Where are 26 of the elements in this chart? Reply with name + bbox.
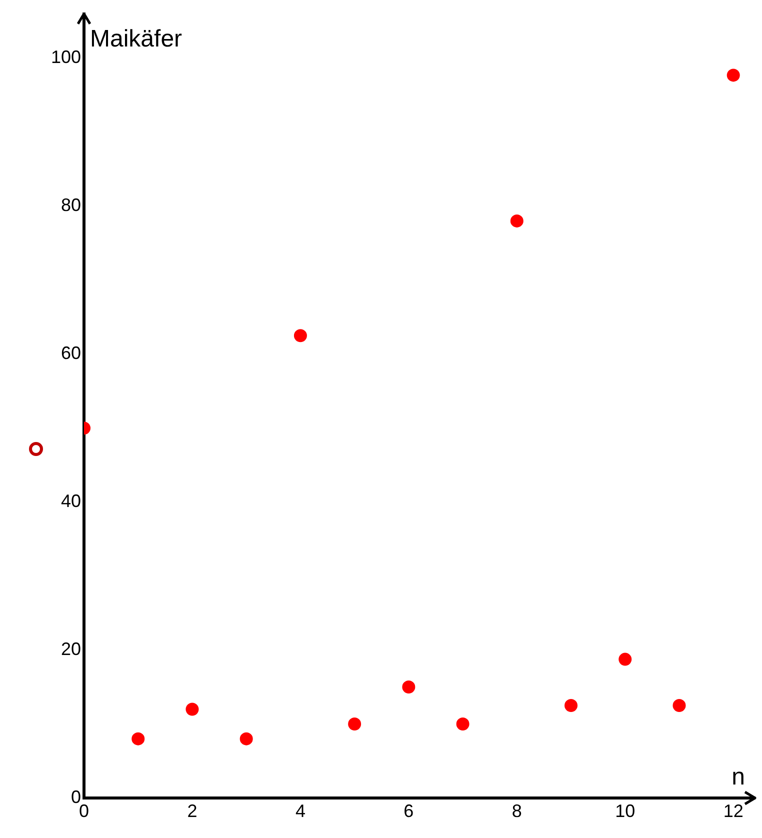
point	[456, 718, 470, 731]
y-tick-label: 40	[60, 491, 81, 512]
x-tick-label: 12	[723, 800, 744, 821]
y-axis-title: Maikäfer	[90, 25, 182, 52]
x-tick-label: 4	[295, 800, 306, 821]
point	[510, 214, 524, 228]
point	[240, 732, 253, 746]
point	[402, 680, 416, 694]
point	[186, 702, 199, 716]
y-tick-label: 60	[60, 343, 81, 364]
point	[294, 329, 307, 342]
point	[132, 732, 145, 746]
point	[618, 652, 632, 666]
y-tick-label: 0	[70, 786, 81, 807]
x-tick-label: 6	[404, 800, 414, 821]
point	[672, 699, 686, 712]
x-tick-label: 8	[512, 800, 522, 821]
y-tick-label: 80	[60, 195, 81, 216]
y-tick-label: 20	[60, 639, 81, 660]
x-axis-title: n	[732, 764, 745, 791]
point	[564, 699, 578, 712]
x-tick-label: 2	[187, 800, 198, 821]
point	[348, 718, 362, 731]
x-tick-label: 10	[615, 800, 636, 821]
point	[726, 68, 740, 82]
y-tick-label: 100	[50, 47, 81, 68]
